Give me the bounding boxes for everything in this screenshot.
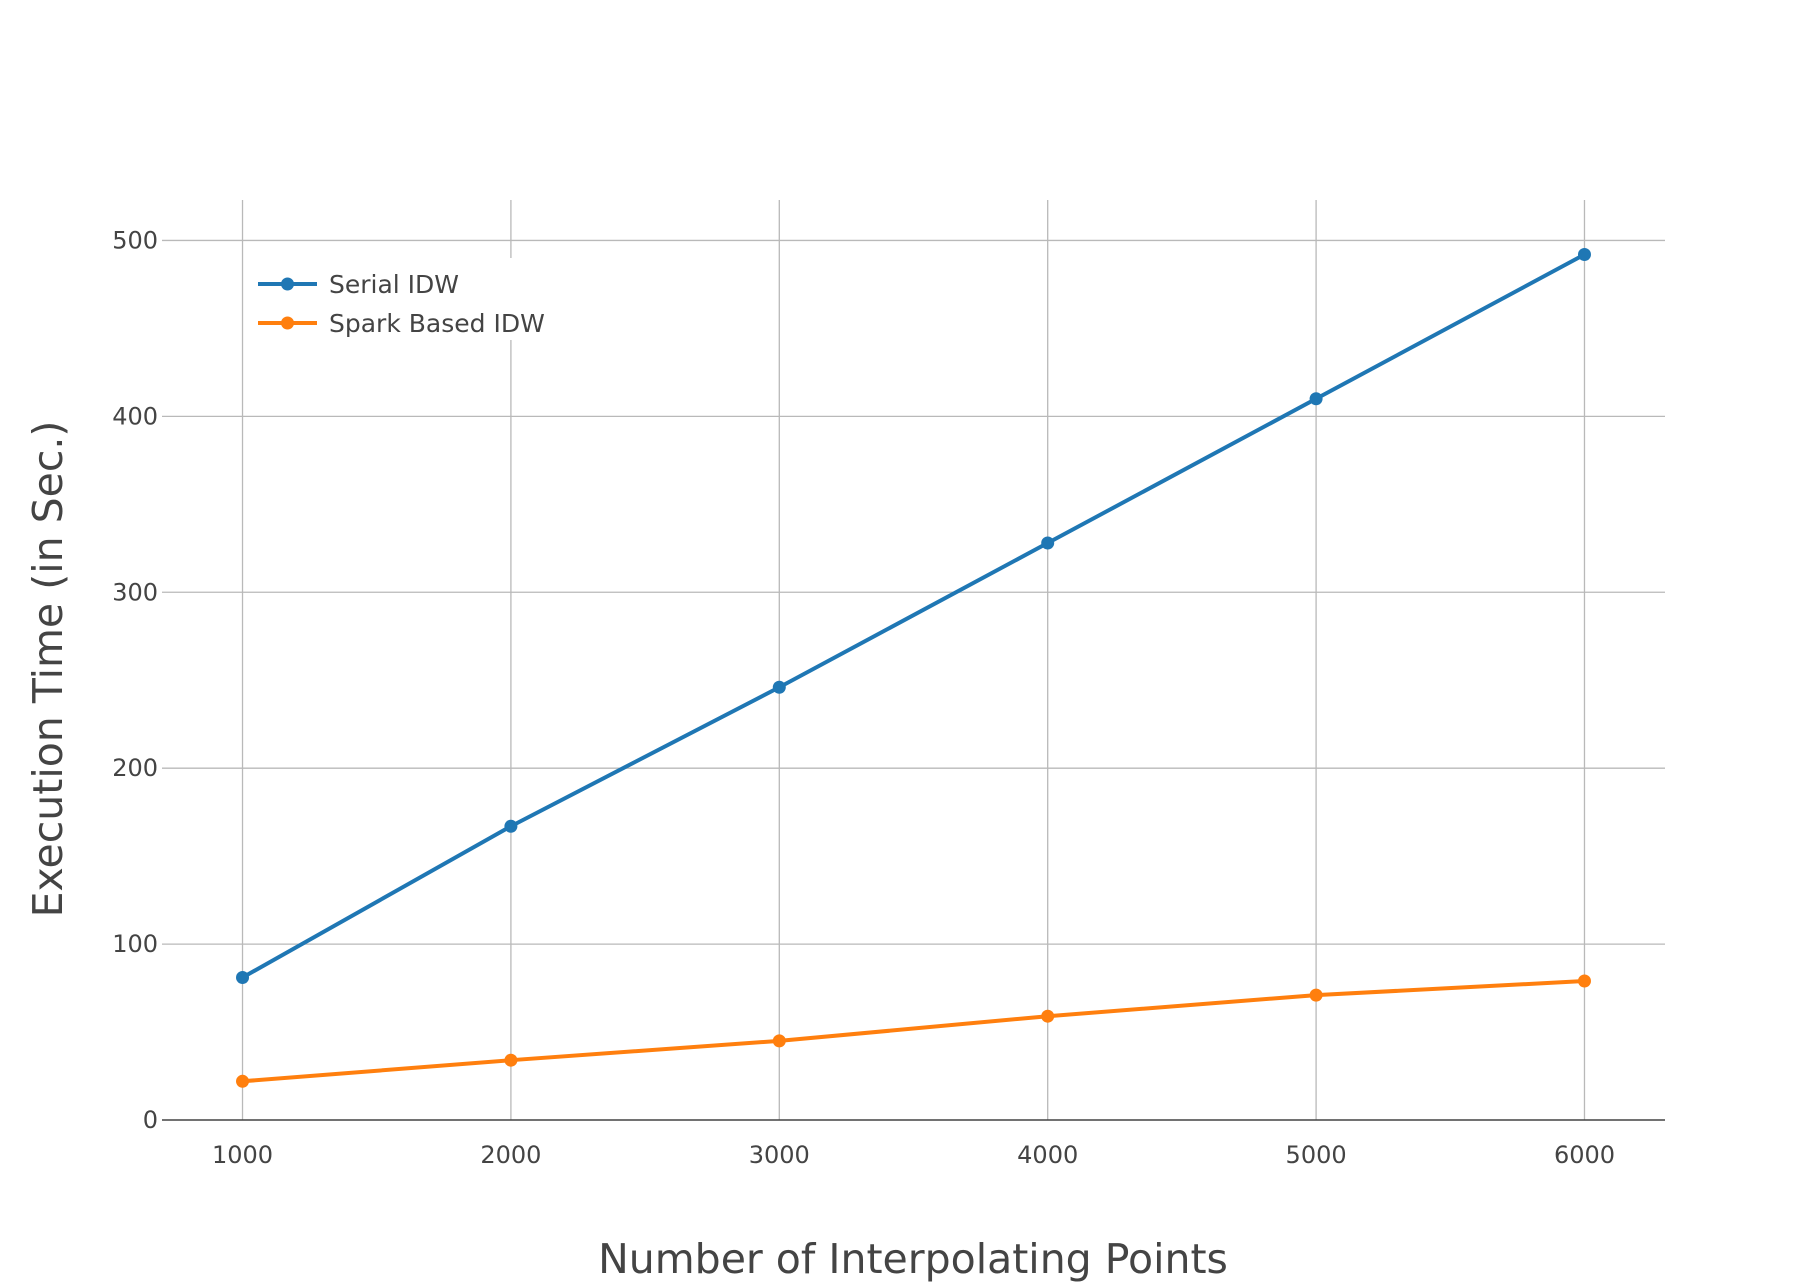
x-tick-label-4000: 4000: [1017, 1141, 1078, 1169]
legend-label-2: Spark Based IDW: [329, 309, 545, 338]
data-point-1-1000: [236, 971, 250, 985]
data-point-2-3000: [772, 1034, 786, 1048]
x-axis-title: Number of Interpolating Points: [598, 1235, 1228, 1283]
legend-label-1: Serial IDW: [329, 270, 459, 299]
x-tick-label-2000: 2000: [480, 1141, 541, 1169]
y-axis-title: Execution Time (in Sec.): [24, 421, 72, 918]
data-point-2-6000: [1577, 974, 1591, 988]
y-tick-label-400: 400: [112, 402, 158, 430]
data-point-2-5000: [1309, 988, 1323, 1002]
series-2: [236, 974, 1591, 1088]
data-point-1-5000: [1309, 392, 1323, 406]
y-tick-label-0: 0: [143, 1106, 158, 1134]
series-1: [236, 248, 1591, 985]
x-tick-label-6000: 6000: [1554, 1141, 1615, 1169]
x-tick-label-5000: 5000: [1286, 1141, 1347, 1169]
legend-swatch-marker-1: [281, 277, 294, 291]
series-line-2: [242, 979, 1585, 1084]
legend-item-1: Serial IDW: [258, 270, 459, 299]
data-point-1-6000: [1577, 248, 1591, 262]
data-point-1-4000: [1041, 536, 1055, 550]
data-point-1-2000: [504, 819, 518, 833]
legend-background: [244, 258, 544, 340]
legend: Serial IDW Spark Based IDW: [244, 258, 545, 340]
axis-layer: 1000 2000 3000 4000 5000 6000 0 100 200 300 400 500: [112, 226, 1665, 1169]
y-tick-label-300: 300: [112, 578, 158, 606]
series-line-1: [241, 252, 1586, 980]
data-point-2-4000: [1041, 1009, 1055, 1023]
data-point-2-1000: [236, 1074, 250, 1088]
y-tick-label-200: 200: [112, 754, 158, 782]
data-point-2-2000: [504, 1053, 518, 1067]
series-layer: [236, 248, 1591, 1088]
data-point-1-3000: [772, 680, 786, 694]
y-tick-label-500: 500: [112, 226, 158, 254]
legend-item-2: Spark Based IDW: [258, 309, 545, 338]
x-tick-label-1000: 1000: [212, 1141, 273, 1169]
grid-layer: [162, 200, 1665, 1120]
legend-swatch-marker-2: [281, 316, 294, 330]
y-tick-label-100: 100: [112, 930, 158, 958]
x-tick-label-3000: 3000: [749, 1141, 810, 1169]
